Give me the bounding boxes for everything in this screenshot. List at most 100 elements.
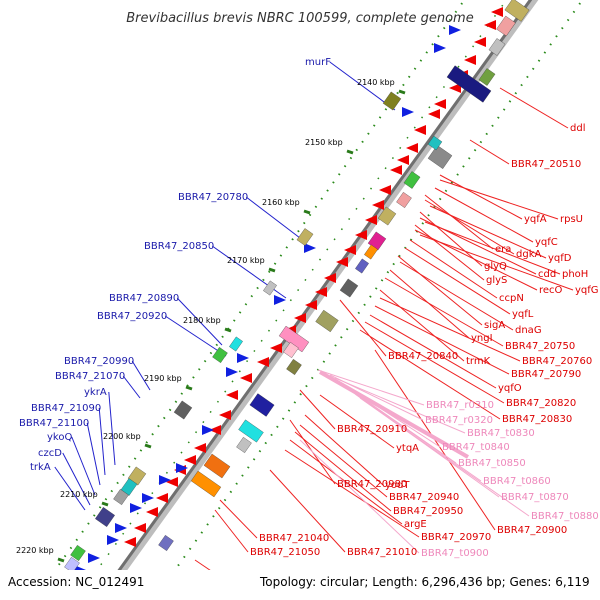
kbp-tick-label: 2200 kbp [103,432,141,441]
gene-label-yqfd[interactable]: yqfD [548,253,572,264]
gene-label-bbr47-t0840[interactable]: BBR47_t0840 [442,442,510,453]
gene-label-bbr47-20920[interactable]: BBR47_20920 [97,311,167,322]
gene-label-bbr47-21050[interactable]: BBR47_21050 [250,547,320,558]
gene-label-murf[interactable]: murF [305,57,331,68]
gene-label-era[interactable]: era [495,244,511,255]
gene-label-bbr47-20510[interactable]: BBR47_20510 [511,159,581,170]
connector-line [399,261,514,331]
gene-label-bbr47-20990[interactable]: BBR47_20990 [64,356,134,367]
gene-label-bbr47-21090[interactable]: BBR47_21090 [31,403,101,414]
gene-label-bbr47-20760[interactable]: BBR47_20760 [522,356,592,367]
gene-feature [229,336,243,352]
gene-label-bbr47-20980[interactable]: BBR47_20980 [337,479,407,490]
gene-label-bbr47-20850[interactable]: BBR47_20850 [144,241,214,252]
gene-label-yngi[interactable]: yngI [471,333,493,344]
gene-label-bbr47-r0320[interactable]: BBR47_r0320 [425,415,493,426]
gene-label-glyq[interactable]: glyQ [484,261,507,272]
track-guides [32,0,584,600]
gene-label-bbr47-21070[interactable]: BBR47_21070 [55,371,125,382]
gene-arrow [355,230,367,240]
gene-arrow [115,523,127,533]
gene-label-bbr47-t0880[interactable]: BBR47_t0880 [531,511,599,522]
gene-label-bbr47-r0310[interactable]: BBR47_r0310 [426,400,494,411]
gene-label-rpsu[interactable]: rpsU [560,214,583,225]
gene-label-yqfc[interactable]: yqfC [535,237,558,248]
gene-label-bbr47-20970[interactable]: BBR47_20970 [421,532,491,543]
gene-arrow [294,313,306,323]
gene-label-yqfg[interactable]: yqfG [575,285,599,296]
gene-label-bbr47-21100[interactable]: BBR47_21100 [19,418,89,429]
gene-feature [286,359,302,375]
gene-label-bbr47-20780[interactable]: BBR47_20780 [178,192,248,203]
gene-feature [296,228,314,246]
gene-label-siga[interactable]: sigA [484,320,505,331]
connector-line [359,397,530,517]
connector-line [339,299,387,357]
gene-arrow [390,165,402,175]
connector-line [379,297,521,362]
gene-label-yqfo[interactable]: yqfO [498,383,522,394]
gene-label-bbr47-20890[interactable]: BBR47_20890 [109,293,179,304]
gene-label-ddl[interactable]: ddl [570,123,585,134]
kbp-tick-mark [224,327,232,333]
gene-label-ytqa[interactable]: ytqA [396,443,419,454]
gene-label-ykra[interactable]: ykrA [84,387,107,398]
connector-line [86,422,101,486]
kbp-tick-label: 2170 kbp [227,256,265,265]
genome-title: Brevibacillus brevis NBRC 100599, comple… [126,11,473,26]
gene-label-bbr47-20950[interactable]: BBR47_20950 [393,506,463,517]
kbp-ticks: 2140 kbp 2150 kbp 2160 kbp 2170 kbp 2180 kbp… [16,78,406,563]
gene-label-bbr47-20790[interactable]: BBR47_20790 [511,369,581,380]
gene-label-bbr47-20910[interactable]: BBR47_20910 [337,424,407,435]
gene-label-ykoq[interactable]: ykoQ [47,432,72,443]
gene-feature [158,535,174,551]
connector-line [71,436,96,496]
gene-label-bbr47-t0870[interactable]: BBR47_t0870 [501,492,569,503]
gene-label-trmk[interactable]: trmK [466,356,491,367]
gene-arrow [397,155,409,165]
gene-label-bbr47-20750[interactable]: BBR47_20750 [505,341,575,352]
gene-label-czcd[interactable]: czcD [38,448,62,459]
gene-feature [488,38,506,56]
gene-label-bbr47-20820[interactable]: BBR47_20820 [506,398,576,409]
connector-line [419,211,483,267]
gene-label-glys[interactable]: glyS [486,275,507,286]
gene-arrow [226,367,238,377]
connector-line [359,329,501,420]
gene-feature [396,192,412,208]
gene-label-bbr47-20840[interactable]: BBR47_20840 [388,351,458,362]
gene-arrow [372,200,384,210]
gene-label-bbr47-t0900[interactable]: BBR47_t0900 [421,548,489,559]
gene-label-dgka[interactable]: dgkA [516,249,541,260]
gene-label-bbr47-t0850[interactable]: BBR47_t0850 [458,458,526,469]
gene-label-bbr47-20940[interactable]: BBR47_20940 [389,492,459,503]
kbp-tick-mark [101,501,109,507]
gene-label-dnag[interactable]: dnaG [515,325,542,336]
gene-arrow [88,553,100,563]
gene-label-ccpn[interactable]: ccpN [499,293,524,304]
gene-label-yodt[interactable]: yodT [385,480,410,491]
connector-line [409,239,498,299]
gene-label-bbr47-t0860[interactable]: BBR47_t0860 [483,476,551,487]
kbp-tick-mark [144,443,152,449]
kbp-tick-label: 2220 kbp [16,546,54,555]
gene-label-bbr47-21010[interactable]: BBR47_21010 [347,547,417,558]
gene-label-reco[interactable]: recO [539,285,563,296]
connector-line [499,87,569,129]
gene-label-yqfl[interactable]: yqfL [512,309,534,320]
connector-line [54,466,86,511]
connector-line [469,139,510,165]
gene-label-yqfa[interactable]: yqfA [524,214,547,225]
gene-label-bbr47-21040[interactable]: BBR47_21040 [259,533,329,544]
gene-feature [478,68,496,86]
gene-feature [263,280,277,296]
gene-label-cdd[interactable]: cdd [538,269,556,280]
gene-arrow [156,493,168,503]
gene-label-trka[interactable]: trkA [30,462,51,473]
gene-label-bbr47-t0830[interactable]: BBR47_t0830 [467,428,535,439]
connector-line [289,439,403,525]
gene-label-phoh[interactable]: phoH [562,269,588,280]
gene-label-bbr47-20900[interactable]: BBR47_20900 [497,525,567,536]
gene-label-bbr47-20830[interactable]: BBR47_20830 [502,414,572,425]
gene-label-arge[interactable]: argE [404,519,427,530]
